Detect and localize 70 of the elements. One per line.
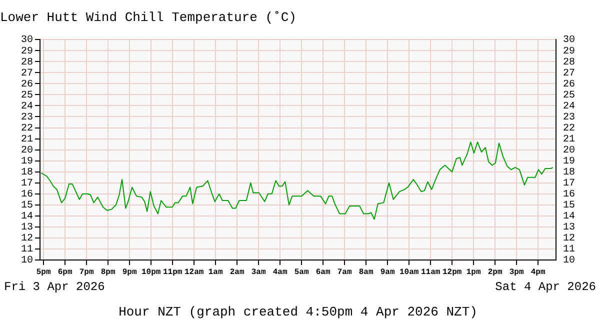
y-tick-label: 13 [20, 222, 33, 234]
x-tick-label: 7pm [79, 268, 94, 277]
text: Fri 3 Apr 2026 [4, 280, 105, 294]
y-tick-label: 19 [20, 156, 33, 168]
y2-tick-label: 19 [563, 156, 576, 168]
x-tick-label: 7am [337, 268, 352, 277]
y2-tick-label: 11 [563, 244, 576, 256]
y-tick-label: 16 [20, 190, 33, 201]
x-tick-label: 10pm [141, 268, 161, 277]
x-tick-label: 6am [316, 268, 330, 277]
y-tick-label: 12 [20, 234, 33, 245]
y-tick-label: 25 [20, 90, 33, 102]
y2-tick-label: 12 [563, 234, 576, 245]
y-tick-label: 10 [20, 256, 33, 267]
x-tick-label: 1pm [466, 268, 481, 277]
y2-tick-label: 28 [563, 57, 576, 68]
x-tick-label: 5pm [36, 268, 51, 277]
y2-tick-label: 24 [563, 101, 576, 112]
y2-tick-label: 23 [563, 112, 576, 124]
y2-tick-label: 17 [563, 178, 576, 190]
y2-tick-label: 29 [563, 46, 576, 58]
x-tick-label: 3pm [509, 268, 524, 277]
x-tick-label: 12pm [442, 268, 462, 277]
y2-tick-label: 14 [563, 212, 576, 223]
chart-title: Lower Hutt Wind Chill Temperature (˚C) [0, 10, 296, 26]
y2-tick-label: 27 [563, 68, 576, 80]
x-tick-label: 10am [399, 268, 419, 277]
y-tick-label: 24 [20, 101, 33, 112]
y2-tick-label: 10 [563, 256, 576, 267]
y2-tick-label: 26 [563, 79, 576, 90]
y-tick-label: 20 [20, 145, 33, 156]
x-tick-label: 11am [420, 268, 440, 277]
text: Sat 4 Apr 2026 [495, 280, 596, 294]
y-tick-label: 28 [20, 57, 33, 68]
y-tick-label: 22 [20, 123, 33, 134]
x-tick-label: 9pm [122, 268, 137, 277]
x-tick-label: 3am [251, 268, 266, 277]
y-tick-label: 30 [20, 35, 33, 46]
y2-tick-label: 13 [563, 222, 576, 234]
x-tick-label: 6pm [58, 268, 72, 277]
y2-tick-label: 30 [563, 35, 576, 46]
y-tick-label: 18 [20, 167, 33, 178]
y2-tick-label: 20 [563, 145, 576, 156]
y-tick-label: 17 [20, 178, 33, 190]
y-tick-label: 23 [20, 112, 33, 124]
y2-tick-label: 22 [563, 123, 576, 134]
y-tick-label: 26 [20, 79, 33, 90]
y-tick-label: 15 [20, 200, 33, 212]
x-tick-label: 8am [358, 268, 374, 277]
y2-tick-label: 15 [563, 200, 576, 212]
x-tick-label: 4pm [530, 268, 546, 277]
y2-tick-label: 21 [563, 134, 576, 146]
x-tick-label: 8pm [100, 268, 116, 277]
x-tick-label: 2am [230, 268, 244, 277]
y-tick-label: 29 [20, 46, 33, 58]
y-tick-label: 27 [20, 68, 33, 80]
x-tick-label: 11pm [162, 268, 182, 277]
x-tick-label: 5am [294, 268, 309, 277]
x-tick-label: 9am [380, 268, 395, 277]
y2-tick-label: 16 [563, 190, 576, 201]
x-axis-title: Hour NZT (graph created 4:50pm 4 Apr 2026 NZT) [118, 304, 478, 320]
x-tick-label: 2pm [488, 268, 502, 277]
y-tick-label: 21 [20, 134, 33, 146]
y2-tick-label: 25 [563, 90, 576, 102]
y-tick-label: 11 [20, 244, 33, 256]
y-tick-label: 14 [20, 212, 33, 223]
x-tick-label: 1am [208, 268, 223, 277]
x-tick-label: 4am [272, 268, 288, 277]
x-tick-label: 12am [184, 268, 204, 277]
y2-tick-label: 18 [563, 167, 576, 178]
